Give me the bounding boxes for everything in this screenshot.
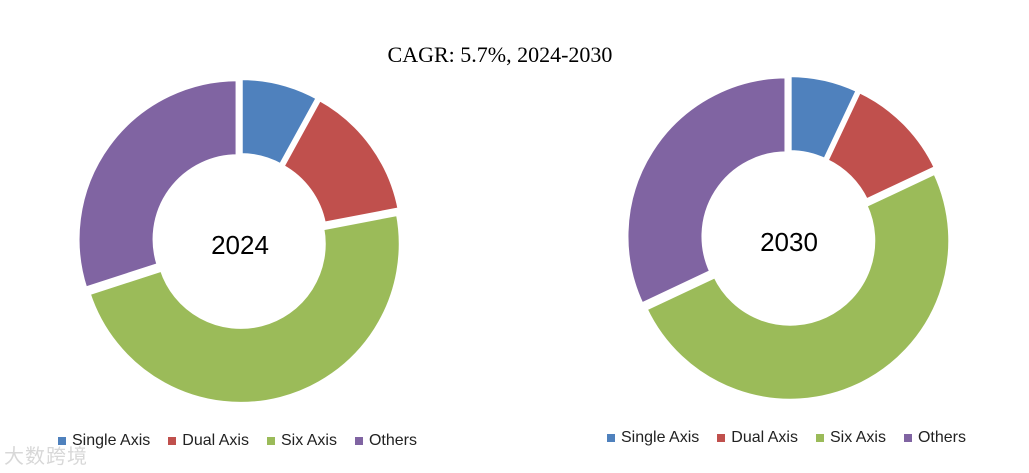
slice-six-axis	[642, 169, 953, 403]
legend-item-six-axis: Six Axis	[266, 432, 337, 450]
legend-swatch	[815, 434, 824, 442]
legend-label: Single Axis	[72, 432, 151, 449]
legend-label: Dual Axis	[731, 429, 798, 446]
legend-item-dual-axis: Dual Axis	[717, 429, 798, 447]
legend-swatch	[607, 434, 615, 442]
legend-item-others: Others	[354, 432, 417, 450]
legend-item-others: Others	[903, 429, 966, 447]
legend-swatch	[903, 434, 912, 442]
legend-label: Six Axis	[829, 429, 886, 446]
legend-label: Single Axis	[621, 429, 700, 446]
legend-item-dual-axis: Dual Axis	[168, 432, 249, 450]
legend-label: Dual Axis	[182, 432, 249, 449]
slice-dual-axis	[279, 96, 402, 227]
legend-label: Six Axis	[280, 432, 337, 449]
chart-title: CAGR: 5.7%, 2024-2030	[387, 42, 613, 67]
slice-others	[624, 74, 789, 308]
slice-others	[75, 77, 240, 292]
legend-label: Others	[917, 429, 966, 446]
watermark-logo: 大数跨境	[4, 444, 88, 468]
legend-2030: Single Axis Dual Axis Six Axis Others	[607, 429, 966, 447]
slice-single-axis	[238, 76, 321, 169]
slice-dual-axis	[823, 88, 939, 204]
legend-swatch	[266, 437, 275, 445]
legend-2024: Single Axis Dual Axis Six Axis Others	[58, 432, 417, 450]
legend-swatch	[717, 434, 726, 442]
legend-swatch	[354, 437, 363, 445]
center-label: 2030	[760, 227, 818, 257]
legend-swatch	[58, 437, 66, 445]
legend-item-six-axis: Six Axis	[815, 429, 886, 447]
center-label: 2024	[211, 230, 269, 260]
legend-item-single-axis: Single Axis	[58, 432, 150, 450]
legend-label: Others	[368, 432, 417, 449]
slice-six-axis	[86, 211, 403, 406]
legend-swatch	[168, 437, 177, 445]
legend-item-single-axis: Single Axis	[607, 429, 699, 447]
